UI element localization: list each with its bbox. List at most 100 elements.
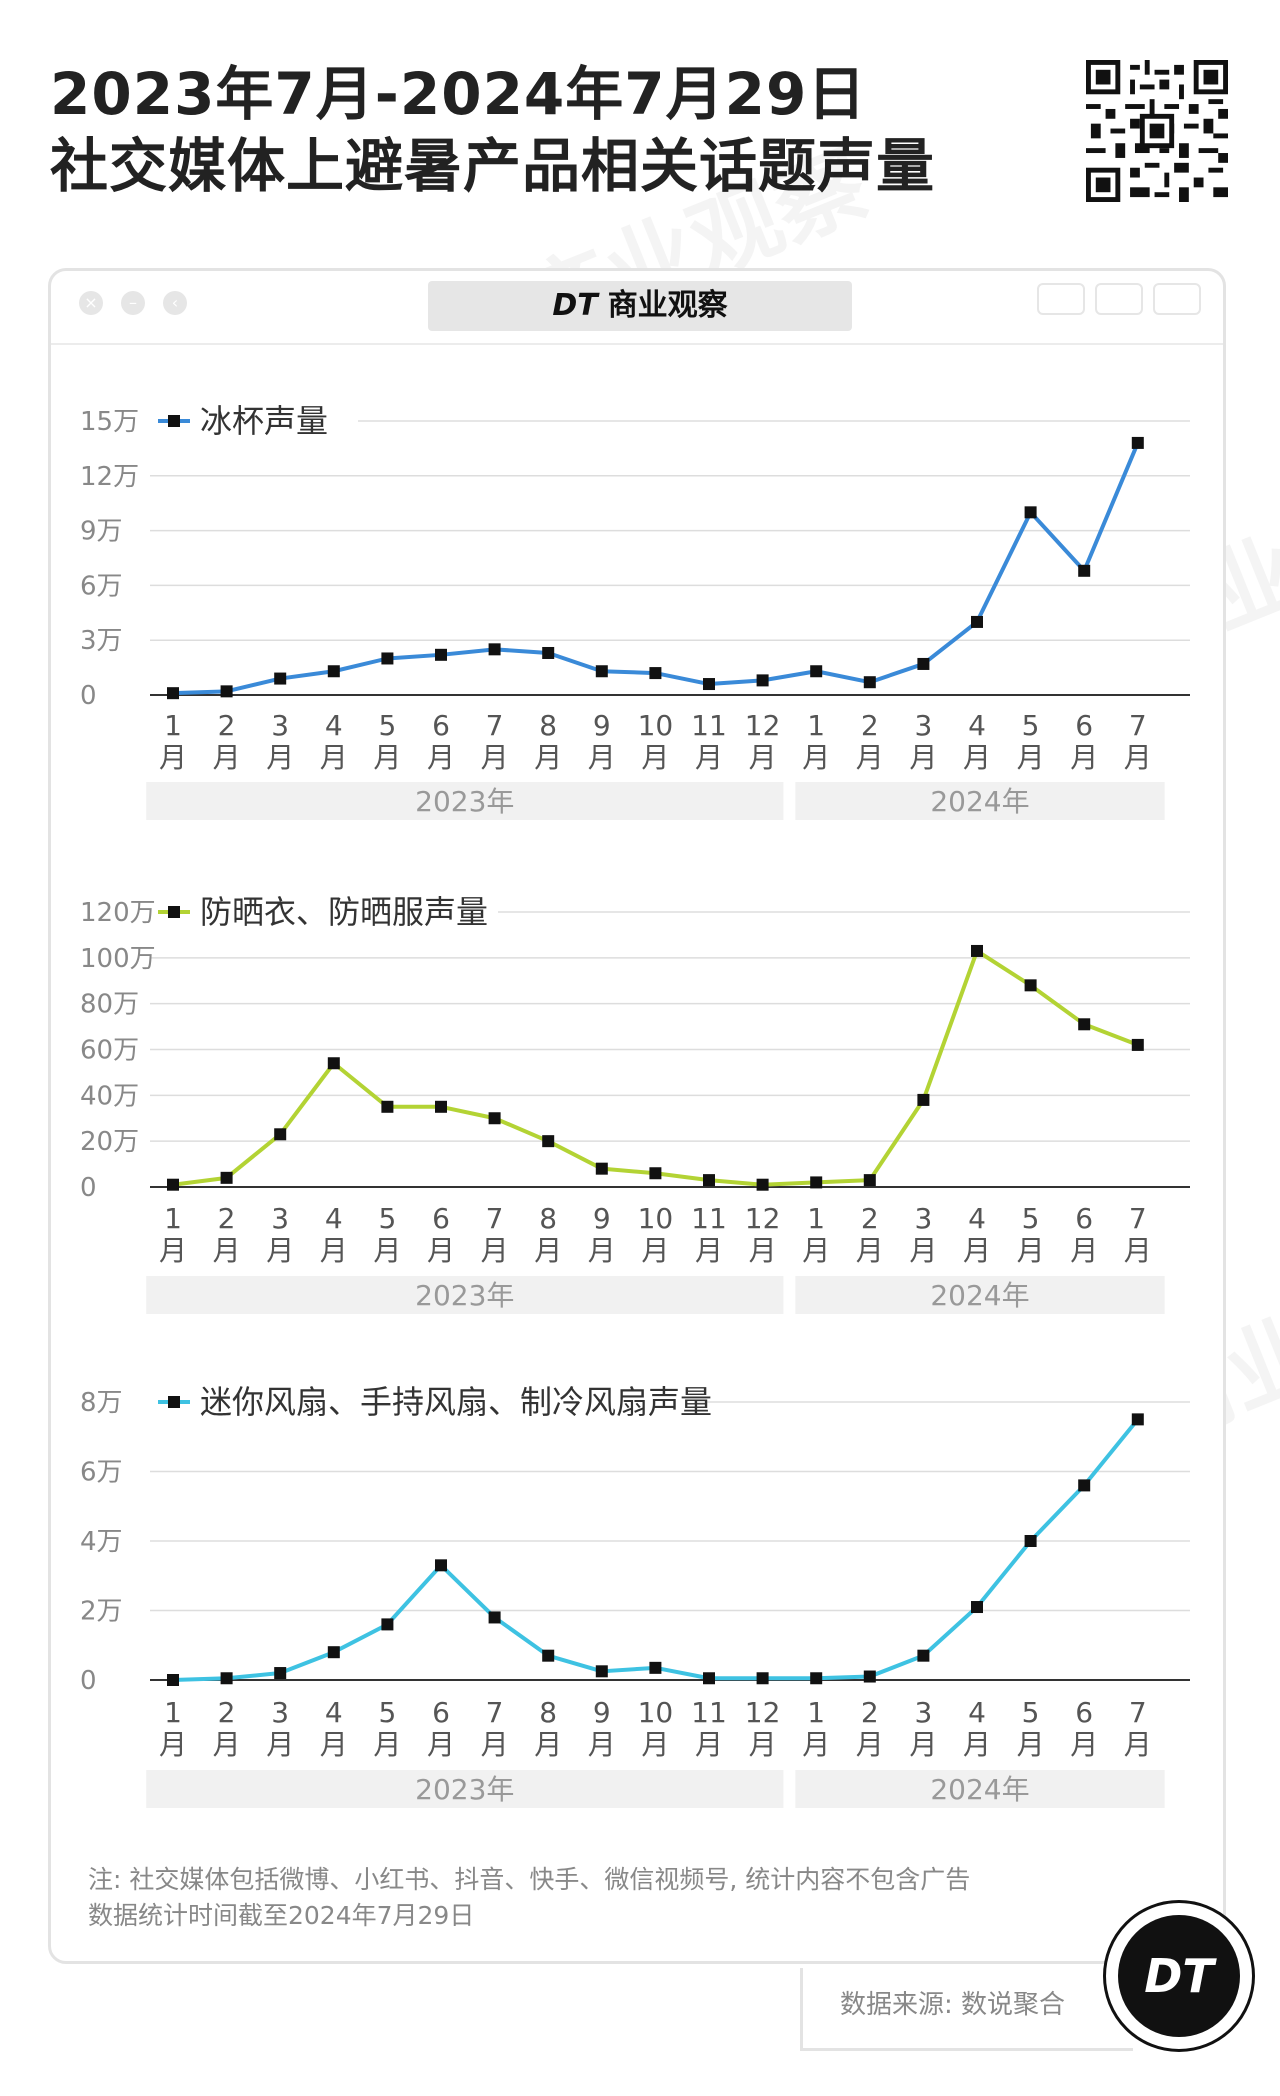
- x-tick-suffix: 月: [641, 741, 669, 774]
- y-tick-label: 80万: [80, 990, 139, 1020]
- x-tick-label: 2: [218, 709, 236, 742]
- x-tick-label: 11: [691, 1696, 727, 1729]
- x-tick-suffix: 月: [159, 741, 187, 774]
- x-tick-suffix: 月: [534, 1728, 562, 1761]
- data-point: [435, 1100, 447, 1113]
- year-label: 2023年: [415, 1279, 514, 1312]
- x-tick-suffix: 月: [749, 741, 777, 774]
- x-tick-suffix: 月: [1124, 1234, 1152, 1267]
- x-tick-label: 1: [807, 1202, 825, 1235]
- data-point: [274, 1667, 287, 1680]
- x-tick-label: 6: [1075, 709, 1093, 742]
- data-point: [649, 1167, 662, 1180]
- footnote-line-2: 数据统计时间截至2024年7月29日: [88, 1901, 475, 1930]
- x-tick-suffix: 月: [641, 1234, 669, 1267]
- data-point: [971, 1601, 983, 1614]
- brand-name: 商业观察: [607, 288, 728, 323]
- y-tick-label: 12万: [80, 462, 139, 492]
- record-icon[interactable]: [1037, 283, 1085, 315]
- x-tick-label: 6: [1075, 1202, 1093, 1235]
- data-point: [649, 667, 662, 680]
- x-tick-label: 1: [164, 709, 182, 742]
- share-icon[interactable]: [1095, 283, 1143, 315]
- year-label: 2024年: [930, 1279, 1029, 1312]
- x-tick-suffix: 月: [373, 741, 401, 774]
- x-tick-label: 12: [745, 1202, 781, 1235]
- x-tick-label: 11: [691, 1202, 727, 1235]
- data-point: [220, 1672, 233, 1685]
- x-tick-suffix: 月: [1070, 1234, 1098, 1267]
- qr-code[interactable]: [1086, 60, 1228, 202]
- x-tick-suffix: 月: [963, 741, 991, 774]
- year-label: 2024年: [930, 1773, 1029, 1806]
- y-tick-label: 6万: [80, 1458, 123, 1488]
- x-tick-suffix: 月: [802, 1234, 830, 1267]
- x-tick-suffix: 月: [909, 741, 937, 774]
- x-tick-suffix: 月: [1124, 1728, 1152, 1761]
- year-band: [146, 782, 784, 820]
- x-tick-suffix: 月: [427, 741, 455, 774]
- copy-icon[interactable]: [1153, 283, 1201, 315]
- x-tick-suffix: 月: [266, 1728, 294, 1761]
- x-tick-suffix: 月: [427, 1728, 455, 1761]
- close-icon[interactable]: ×: [79, 291, 103, 315]
- data-point: [971, 944, 983, 957]
- x-tick-suffix: 月: [856, 1728, 884, 1761]
- x-tick-label: 2: [218, 1696, 236, 1729]
- x-tick-suffix: 月: [856, 1234, 884, 1267]
- y-tick-label: 6万: [80, 571, 123, 601]
- title-line-2: 社交媒体上避暑产品相关话题声量: [50, 132, 936, 200]
- data-point: [1024, 1535, 1037, 1547]
- data-point: [863, 676, 876, 689]
- x-tick-label: 7: [486, 1696, 504, 1729]
- data-point: [595, 1162, 608, 1175]
- data-point: [327, 1057, 340, 1070]
- x-tick-label: 7: [486, 709, 504, 742]
- year-band: [795, 1770, 1165, 1808]
- x-tick-suffix: 月: [963, 1728, 991, 1761]
- legend-label: 防晒衣、防晒服声量: [200, 893, 488, 931]
- x-tick-suffix: 月: [963, 1234, 991, 1267]
- data-point: [595, 1665, 608, 1678]
- x-tick-suffix: 月: [534, 741, 562, 774]
- x-tick-label: 2: [861, 709, 879, 742]
- data-point: [488, 1611, 501, 1624]
- series-line: [172, 1418, 1140, 1682]
- y-tick-label: 120万: [80, 898, 156, 928]
- x-tick-suffix: 月: [373, 1234, 401, 1267]
- x-tick-suffix: 月: [695, 1728, 723, 1761]
- x-tick-label: 6: [432, 1202, 450, 1235]
- x-tick-label: 3: [271, 1696, 289, 1729]
- x-tick-suffix: 月: [534, 1234, 562, 1267]
- x-tick-suffix: 月: [213, 1728, 241, 1761]
- x-tick-label: 6: [432, 1696, 450, 1729]
- x-tick-label: 2: [861, 1696, 879, 1729]
- x-tick-label: 6: [1075, 1696, 1093, 1729]
- x-tick-label: 5: [378, 1696, 396, 1729]
- maximize-icon[interactable]: ‹: [163, 291, 187, 315]
- year-band: [146, 1770, 784, 1808]
- data-point: [381, 1618, 394, 1631]
- x-tick-label: 4: [325, 1696, 343, 1729]
- data-point: [327, 1646, 340, 1659]
- x-tick-label: 2: [218, 1202, 236, 1235]
- year-band: [795, 1276, 1165, 1314]
- x-tick-suffix: 月: [1070, 741, 1098, 774]
- y-tick-label: 100万: [80, 944, 156, 974]
- x-tick-label: 9: [593, 1202, 611, 1235]
- legend-label: 冰杯声量: [200, 402, 328, 440]
- data-point: [595, 665, 608, 678]
- data-point: [703, 678, 715, 691]
- x-tick-suffix: 月: [481, 1234, 509, 1267]
- minimize-icon[interactable]: –: [121, 291, 145, 315]
- year-band: [146, 1276, 784, 1314]
- brand-mark: DT: [552, 288, 598, 323]
- y-tick-label: 0: [80, 681, 97, 711]
- series-line: [172, 442, 1140, 696]
- x-tick-label: 5: [1022, 1202, 1040, 1235]
- x-tick-label: 8: [539, 709, 557, 742]
- data-point: [1078, 1018, 1091, 1031]
- x-tick-label: 4: [968, 709, 986, 742]
- legend-marker: [168, 1396, 180, 1408]
- data-point: [381, 1100, 394, 1113]
